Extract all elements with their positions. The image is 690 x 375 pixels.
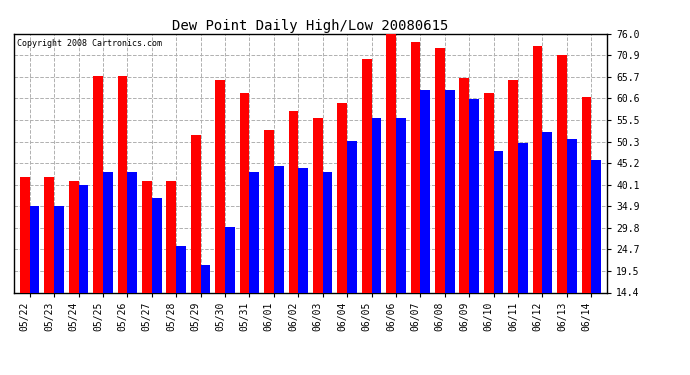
Bar (362, 59, 371, 353)
Bar (582, 97, 591, 353)
Bar (117, 76, 128, 353)
Bar (469, 99, 479, 353)
Bar (264, 130, 274, 353)
Bar (176, 246, 186, 353)
Bar (460, 78, 469, 353)
Bar (103, 172, 112, 353)
Bar (533, 46, 542, 353)
Bar (509, 80, 518, 353)
Bar (557, 55, 567, 353)
Bar (396, 118, 406, 353)
Bar (44, 177, 54, 353)
Bar (166, 181, 176, 353)
Bar (411, 42, 420, 353)
Bar (250, 172, 259, 353)
Bar (274, 166, 284, 353)
Bar (20, 177, 30, 353)
Bar (30, 206, 39, 353)
Bar (191, 135, 201, 353)
Bar (567, 139, 577, 353)
Bar (225, 227, 235, 353)
Bar (128, 172, 137, 353)
Title: Dew Point Daily High/Low 20080615: Dew Point Daily High/Low 20080615 (172, 19, 448, 33)
Bar (201, 265, 210, 353)
Bar (152, 198, 161, 353)
Bar (239, 93, 250, 353)
Bar (542, 132, 552, 353)
Bar (386, 34, 396, 353)
Bar (420, 90, 430, 353)
Bar (337, 103, 347, 353)
Bar (484, 93, 493, 353)
Bar (215, 80, 225, 353)
Bar (142, 181, 152, 353)
Bar (371, 118, 382, 353)
Bar (518, 143, 528, 353)
Bar (347, 141, 357, 353)
Bar (493, 152, 504, 353)
Text: Copyright 2008 Cartronics.com: Copyright 2008 Cartronics.com (17, 39, 161, 48)
Bar (79, 185, 88, 353)
Bar (298, 168, 308, 353)
Bar (313, 118, 323, 353)
Bar (93, 76, 103, 353)
Bar (69, 181, 79, 353)
Bar (591, 160, 601, 353)
Bar (323, 172, 333, 353)
Bar (54, 206, 64, 353)
Bar (445, 90, 455, 353)
Bar (435, 48, 445, 353)
Bar (288, 111, 298, 353)
